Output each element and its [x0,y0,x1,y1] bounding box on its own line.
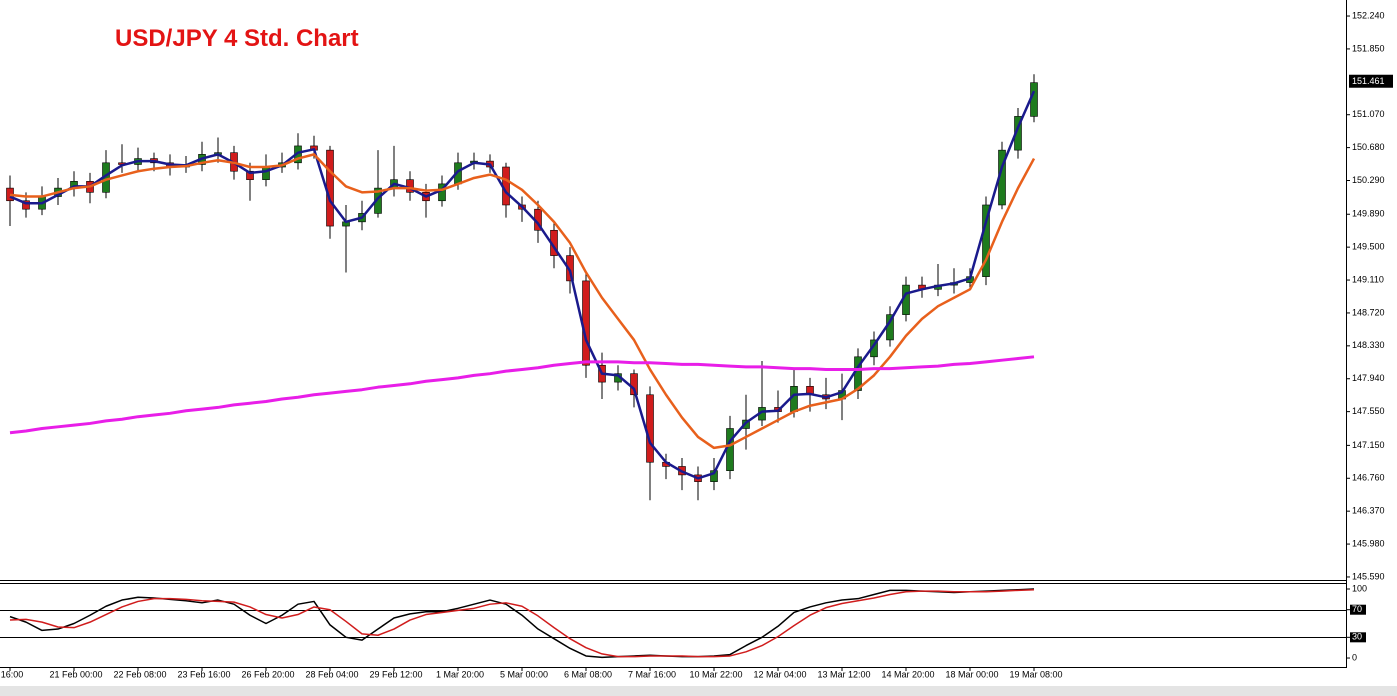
moving-average [9,355,1035,435]
y-tick-label: 150.680 [1352,142,1385,152]
y-tick-label: 100 [1352,583,1367,593]
y-tick-label: 0 [1352,652,1357,662]
candle-body [630,373,638,396]
y-tick-label: 145.590 [1352,571,1385,581]
y-tick-label: 70 [1352,604,1362,614]
x-tick-label: 23 Feb 16:00 [177,669,230,679]
oscillator-line [9,588,1035,659]
stochastic-panel [0,588,1346,659]
x-tick-label: 6 Mar 08:00 [564,669,612,679]
moving-average [9,153,1036,450]
candle-body [326,149,334,227]
y-tick-label: 149.890 [1352,209,1385,219]
x-tick-label: 14 Mar 20:00 [881,669,934,679]
x-tick-label: 16:00 [1,669,24,679]
x-tick-label: 1 Mar 20:00 [436,669,484,679]
tab-strip [0,686,1397,696]
candle-body [982,204,990,277]
y-tick-label: 147.940 [1352,373,1385,383]
x-tick-label: 28 Feb 04:00 [305,669,358,679]
candle-body [566,255,574,282]
level-label-box [1350,632,1366,643]
y-tick-label: 151.070 [1352,109,1385,119]
x-tick-label: 29 Feb 12:00 [369,669,422,679]
candle-body [246,170,254,180]
y-tick-label: 152.240 [1352,10,1385,20]
candle-body [262,166,270,180]
axes: 152.240 151.850 151.070 150.680 150.290 149.8… [1,10,1393,679]
y-tick-label: 151.850 [1352,43,1385,53]
x-tick-label: 26 Feb 20:00 [241,669,294,679]
x-tick-label: 10 Mar 22:00 [689,669,742,679]
x-tick-label: 13 Mar 12:00 [817,669,870,679]
moving-average [9,90,1036,480]
y-tick-label: 148.720 [1352,307,1385,317]
candle-body [726,428,734,471]
price-panel [6,74,1038,501]
x-tick-label: 19 Mar 08:00 [1009,669,1062,679]
last-price-label: 151.461 [1352,76,1385,86]
x-tick-label: 21 Feb 00:00 [49,669,102,679]
x-tick-label: 7 Mar 16:00 [628,669,676,679]
y-tick-label: 146.370 [1352,506,1385,516]
y-tick-label: 148.330 [1352,340,1385,350]
y-tick-label: 150.290 [1352,175,1385,185]
candle-body [582,280,590,366]
y-tick-label: 147.550 [1352,406,1385,416]
x-tick-label: 12 Mar 04:00 [753,669,806,679]
y-tick-label: 149.500 [1352,242,1385,252]
x-tick-label: 5 Mar 00:00 [500,669,548,679]
candle-body [646,394,654,463]
x-tick-label: 22 Feb 08:00 [113,669,166,679]
y-tick-label: 30 [1352,632,1362,642]
last-price-box [1349,74,1393,88]
candle-body [22,200,30,210]
y-tick-label: 149.110 [1352,274,1384,284]
y-tick-label: 147.150 [1352,440,1385,450]
oscillator-line [9,588,1035,658]
y-tick-label: 145.980 [1352,538,1385,548]
chart-title: USD/JPY 4 Std. Chart [115,25,359,52]
level-label-box [1350,604,1366,615]
y-tick-label: 146.760 [1352,473,1385,483]
x-tick-label: 18 Mar 00:00 [945,669,998,679]
